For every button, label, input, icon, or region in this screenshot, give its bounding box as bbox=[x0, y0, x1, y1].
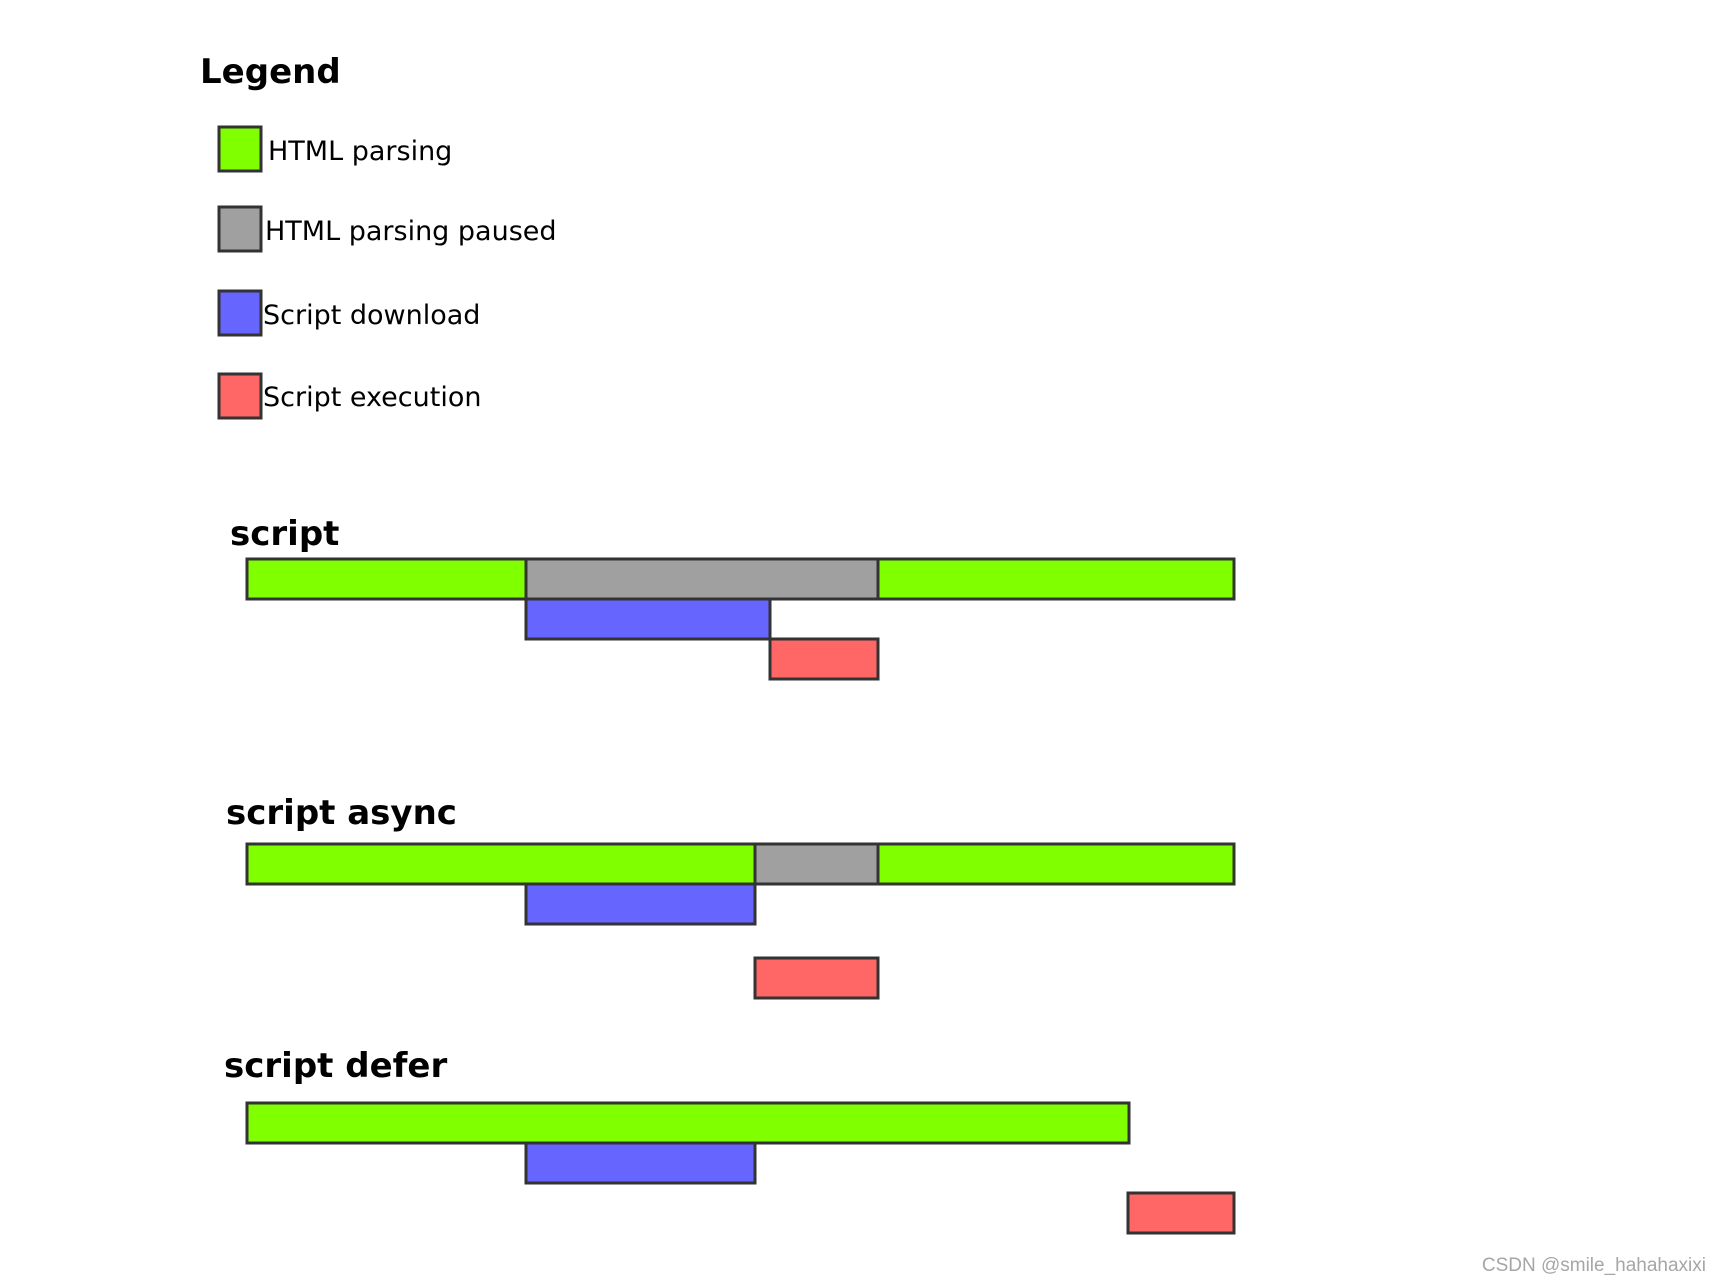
async-html-parsing-bar-2 bbox=[876, 842, 1236, 886]
legend-swatch-script-download bbox=[217, 289, 263, 337]
legend-title: Legend bbox=[200, 52, 341, 92]
defer-html-parsing-bar bbox=[245, 1101, 1131, 1145]
legend-swatch-script-execution bbox=[217, 372, 263, 420]
script-html-parsing-paused-bar bbox=[524, 557, 880, 601]
defer-download-bar bbox=[524, 1141, 757, 1185]
legend-label-script-execution: Script execution bbox=[263, 382, 481, 413]
section-title-script-async: script async bbox=[226, 793, 457, 833]
script-html-parsing-bar-2 bbox=[876, 557, 1236, 601]
async-html-parsing-bar-1 bbox=[245, 842, 757, 886]
legend-label-script-download: Script download bbox=[263, 300, 480, 331]
script-execution-bar bbox=[768, 637, 880, 681]
async-html-parsing-paused-bar bbox=[753, 842, 880, 886]
watermark-text: CSDN @smile_hahahaxixi bbox=[1482, 1255, 1706, 1276]
legend-swatch-html-parsing-paused bbox=[217, 205, 263, 253]
script-download-bar bbox=[524, 597, 772, 641]
script-html-parsing-bar-1 bbox=[245, 557, 528, 601]
section-title-script: script bbox=[230, 514, 339, 554]
legend-swatch-html-parsing bbox=[217, 125, 263, 173]
defer-execution-bar bbox=[1126, 1191, 1236, 1235]
async-download-bar bbox=[524, 882, 757, 926]
async-execution-bar bbox=[753, 956, 880, 1000]
legend-label-html-parsing: HTML parsing bbox=[268, 136, 452, 167]
legend-label-html-parsing-paused: HTML parsing paused bbox=[265, 216, 557, 247]
section-title-script-defer: script defer bbox=[224, 1046, 447, 1086]
